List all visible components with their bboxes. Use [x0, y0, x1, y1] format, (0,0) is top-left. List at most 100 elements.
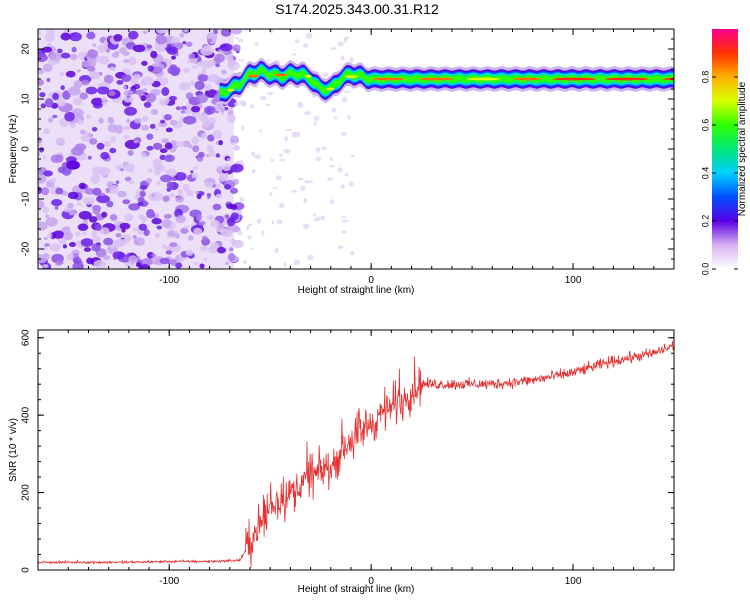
- noise-speckle: [110, 136, 116, 143]
- noise-speckle: [148, 168, 153, 173]
- noise-speckle: [315, 216, 321, 221]
- noise-speckle: [38, 221, 48, 231]
- noise-speckle: [38, 68, 44, 75]
- noise-speckle: [230, 204, 238, 211]
- noise-speckle: [83, 247, 92, 252]
- noise-speckle: [87, 49, 98, 59]
- noise-speckle: [115, 233, 122, 238]
- noise-speckle: [170, 259, 178, 266]
- noise-speckle: [300, 185, 306, 192]
- noise-speckle: [337, 41, 344, 47]
- noise-speckle: [291, 131, 298, 138]
- noise-speckle: [109, 66, 116, 71]
- noise-speckle: [229, 247, 234, 252]
- noise-speckle: [164, 142, 173, 150]
- noise-speckle: [279, 158, 286, 162]
- noise-speckle: [93, 259, 107, 269]
- noise-speckle: [76, 202, 82, 206]
- noise-speckle: [97, 86, 110, 95]
- noise-speckle: [215, 63, 221, 68]
- noise-speckle: [146, 44, 153, 49]
- noise-speckle: [97, 44, 107, 53]
- noise-speckle: [67, 191, 79, 200]
- noise-speckle: [105, 48, 110, 53]
- noise-speckle: [343, 173, 349, 177]
- noise-speckle: [233, 64, 241, 68]
- figure-title: S174.2025.343.00.31.R12: [275, 1, 439, 17]
- noise-speckle: [284, 136, 288, 142]
- noise-speckle: [283, 148, 291, 154]
- noise-speckle: [225, 214, 229, 219]
- noise-speckle: [92, 205, 101, 215]
- snr-ticks: -100 0 100 0 200 400 600: [21, 329, 675, 587]
- noise-speckle: [143, 228, 150, 237]
- noise-speckle: [187, 59, 192, 64]
- ridge-peak: [604, 77, 650, 81]
- noise-speckle: [77, 69, 81, 73]
- noise-speckle: [183, 225, 189, 229]
- noise-speckle: [244, 29, 248, 32]
- noise-speckle: [182, 140, 191, 147]
- noise-speckle: [146, 133, 154, 140]
- noise-speckle: [132, 44, 146, 53]
- noise-speckle: [227, 109, 234, 116]
- noise-speckle: [140, 152, 147, 158]
- noise-speckle: [192, 145, 200, 153]
- noise-speckle: [119, 168, 125, 172]
- noise-speckle: [55, 187, 64, 195]
- noise-speckle: [227, 253, 236, 261]
- noise-speckle: [102, 254, 111, 261]
- noise-speckle: [179, 82, 191, 91]
- noise-speckle: [340, 230, 347, 234]
- noise-speckle: [276, 219, 283, 225]
- noise-speckle: [261, 230, 265, 236]
- noise-speckle: [314, 115, 320, 122]
- noise-speckle: [204, 83, 212, 91]
- noise-speckle: [349, 57, 355, 63]
- noise-speckle: [96, 194, 110, 204]
- noise-speckle: [73, 80, 83, 89]
- noise-speckle: [42, 264, 49, 268]
- noise-speckle: [45, 217, 58, 227]
- noise-speckle: [278, 202, 285, 208]
- noise-speckle: [163, 114, 172, 121]
- noise-speckle: [179, 32, 185, 38]
- noise-speckle: [49, 243, 61, 252]
- noise-speckle: [78, 210, 92, 220]
- noise-speckle: [142, 115, 149, 123]
- noise-speckle: [55, 260, 64, 265]
- noise-speckle: [239, 198, 246, 202]
- noise-speckle: [350, 250, 355, 256]
- noise-speckle: [343, 37, 348, 43]
- noise-speckle: [231, 142, 239, 145]
- noise-speckle: [122, 199, 131, 205]
- noise-speckle: [123, 213, 134, 222]
- noise-speckle: [238, 59, 245, 62]
- noise-speckle: [151, 218, 162, 225]
- noise-speckle: [175, 196, 184, 203]
- noise-speckle: [46, 77, 51, 83]
- noise-speckle: [40, 103, 46, 109]
- noise-speckle: [190, 170, 194, 174]
- noise-speckle: [303, 198, 308, 204]
- noise-speckle: [342, 96, 348, 103]
- noise-speckle: [101, 101, 107, 106]
- noise-speckle: [341, 216, 347, 219]
- noise-speckle: [56, 99, 66, 107]
- noise-speckle: [202, 45, 213, 52]
- noise-speckle: [210, 219, 220, 228]
- noise-speckle: [86, 114, 92, 120]
- noise-speckle: [66, 160, 80, 170]
- noise-speckle: [182, 184, 190, 192]
- noise-speckle: [212, 203, 222, 211]
- noise-speckle: [198, 113, 209, 122]
- noise-speckle: [343, 90, 351, 93]
- noise-speckle: [139, 185, 148, 191]
- noise-speckle: [108, 184, 119, 195]
- noise-speckle: [107, 117, 115, 124]
- spectrogram-ridge-layer: [219, 58, 674, 105]
- noise-speckle: [52, 92, 59, 101]
- noise-speckle: [46, 29, 55, 36]
- noise-speckle: [183, 29, 189, 32]
- noise-speckle: [63, 207, 71, 213]
